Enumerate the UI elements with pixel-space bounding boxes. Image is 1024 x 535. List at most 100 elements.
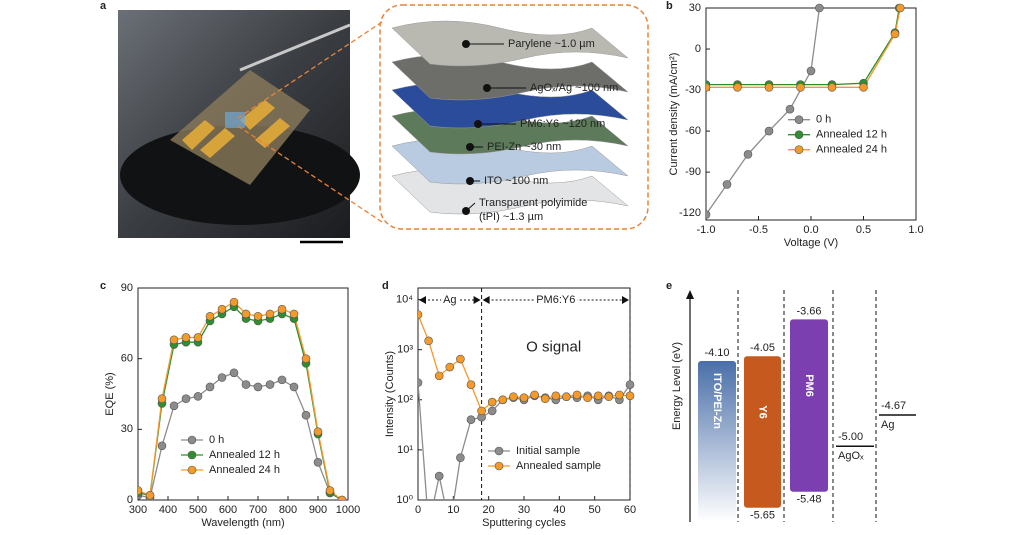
plot-frame	[137, 287, 349, 501]
legend-marker	[187, 465, 197, 475]
data-point	[229, 297, 239, 307]
level-name: Y6	[757, 405, 769, 418]
axis-arrow	[686, 290, 694, 299]
data-point	[519, 393, 529, 402]
level-name: ITO/PEI-Zn	[711, 373, 723, 429]
data-point	[604, 392, 614, 402]
x-tick-label: 900	[309, 504, 327, 516]
data-point	[572, 390, 582, 400]
x-tick-label: 600	[219, 504, 237, 516]
series-line	[706, 7, 900, 86]
layer-label: Parylene ~1.0 µm	[508, 38, 595, 50]
data-point	[193, 392, 203, 401]
arrow-head	[482, 296, 490, 304]
data-point	[301, 354, 311, 363]
data-point	[785, 104, 795, 114]
tweezers	[239, 23, 351, 72]
data-point	[193, 333, 203, 342]
data-point	[722, 180, 732, 189]
x-tick-label: 20	[483, 504, 495, 516]
region-label: PM6:Y6	[536, 294, 575, 306]
data-point	[241, 380, 251, 389]
data-point	[764, 83, 774, 92]
layer-label: ITO ~100 nm	[484, 175, 548, 187]
panel-label: e	[666, 280, 672, 292]
x-tick-label: 300	[129, 504, 147, 516]
data-point	[706, 210, 711, 219]
energy-bar	[698, 361, 736, 522]
legend-marker	[494, 461, 504, 471]
x-tick-label: 40	[553, 504, 565, 516]
level-bottom-label: -5.48	[796, 494, 821, 506]
data-point	[169, 401, 179, 411]
data-point	[217, 373, 227, 382]
layer-label: Transparent polyimide	[479, 197, 587, 209]
y-tick-label: 90	[121, 282, 133, 294]
data-point	[145, 490, 155, 500]
data-point	[313, 458, 323, 467]
legend-label: Annealed 24 h	[209, 464, 280, 476]
x-tick-label: -1.0	[697, 224, 716, 236]
level-top-label: -4.05	[750, 342, 775, 354]
legend-marker	[794, 130, 804, 139]
data-point	[509, 392, 518, 402]
arrow-head	[419, 296, 426, 304]
data-point	[706, 83, 711, 92]
data-point	[157, 441, 167, 451]
arrow-head	[473, 296, 481, 304]
annotation: O signal	[526, 338, 581, 355]
y-tick-label: 10⁴	[396, 293, 413, 305]
data-point	[425, 522, 433, 530]
data-point	[265, 380, 275, 389]
data-point	[806, 66, 816, 76]
data-point	[301, 410, 311, 420]
data-point	[625, 391, 635, 401]
data-point	[181, 333, 191, 342]
arrow-head	[622, 296, 629, 304]
panel-label: d	[382, 280, 389, 292]
level-bottom-label: -5.65	[750, 510, 775, 522]
legend-label: Annealed sample	[516, 460, 601, 472]
data-point	[138, 486, 143, 495]
data-point	[253, 311, 263, 321]
y-tick-label: 30	[121, 423, 133, 435]
level-name: PM6	[803, 374, 815, 397]
data-point	[796, 83, 805, 92]
data-point	[205, 311, 215, 321]
x-tick-label: 1000	[336, 504, 360, 516]
data-point	[424, 336, 433, 346]
y-tick-label: 10³	[397, 344, 413, 356]
series-line	[138, 372, 343, 500]
data-point	[325, 486, 335, 495]
region-label-bg	[441, 293, 459, 306]
energy-bar	[790, 319, 828, 492]
data-point	[733, 83, 742, 92]
x-axis-label: Voltage (V)	[784, 237, 838, 249]
panel-label: a	[100, 0, 107, 12]
y-tick-label: 30	[689, 2, 701, 14]
line-value-label: -5.00	[838, 431, 863, 443]
y-tick-label: -90	[685, 166, 701, 178]
data-point	[477, 406, 486, 416]
y-tick-label: 10¹	[397, 444, 413, 456]
y-tick-label: -120	[679, 207, 701, 219]
data-point	[337, 495, 347, 500]
series-line	[706, 7, 901, 88]
y-axis-label: Intensity (Counts)	[384, 351, 396, 437]
data-point	[181, 394, 191, 404]
data-point	[205, 382, 215, 392]
plot-area	[138, 297, 347, 500]
layer-stack: Parylene ~1.0 µm AgOₓ/Ag ~100 nm PM6:Y6 ~1…	[391, 20, 629, 223]
data-point	[859, 83, 868, 92]
active-area	[225, 112, 245, 128]
y-tick-label: 0	[127, 494, 133, 506]
data-point	[764, 126, 774, 136]
data-point	[743, 150, 753, 159]
data-point	[456, 354, 465, 364]
electrodes	[182, 100, 290, 158]
x-tick-label: 700	[249, 504, 267, 516]
line-name: Ag	[881, 419, 894, 431]
data-point	[530, 390, 539, 400]
data-point	[615, 390, 624, 400]
data-point	[277, 375, 287, 385]
